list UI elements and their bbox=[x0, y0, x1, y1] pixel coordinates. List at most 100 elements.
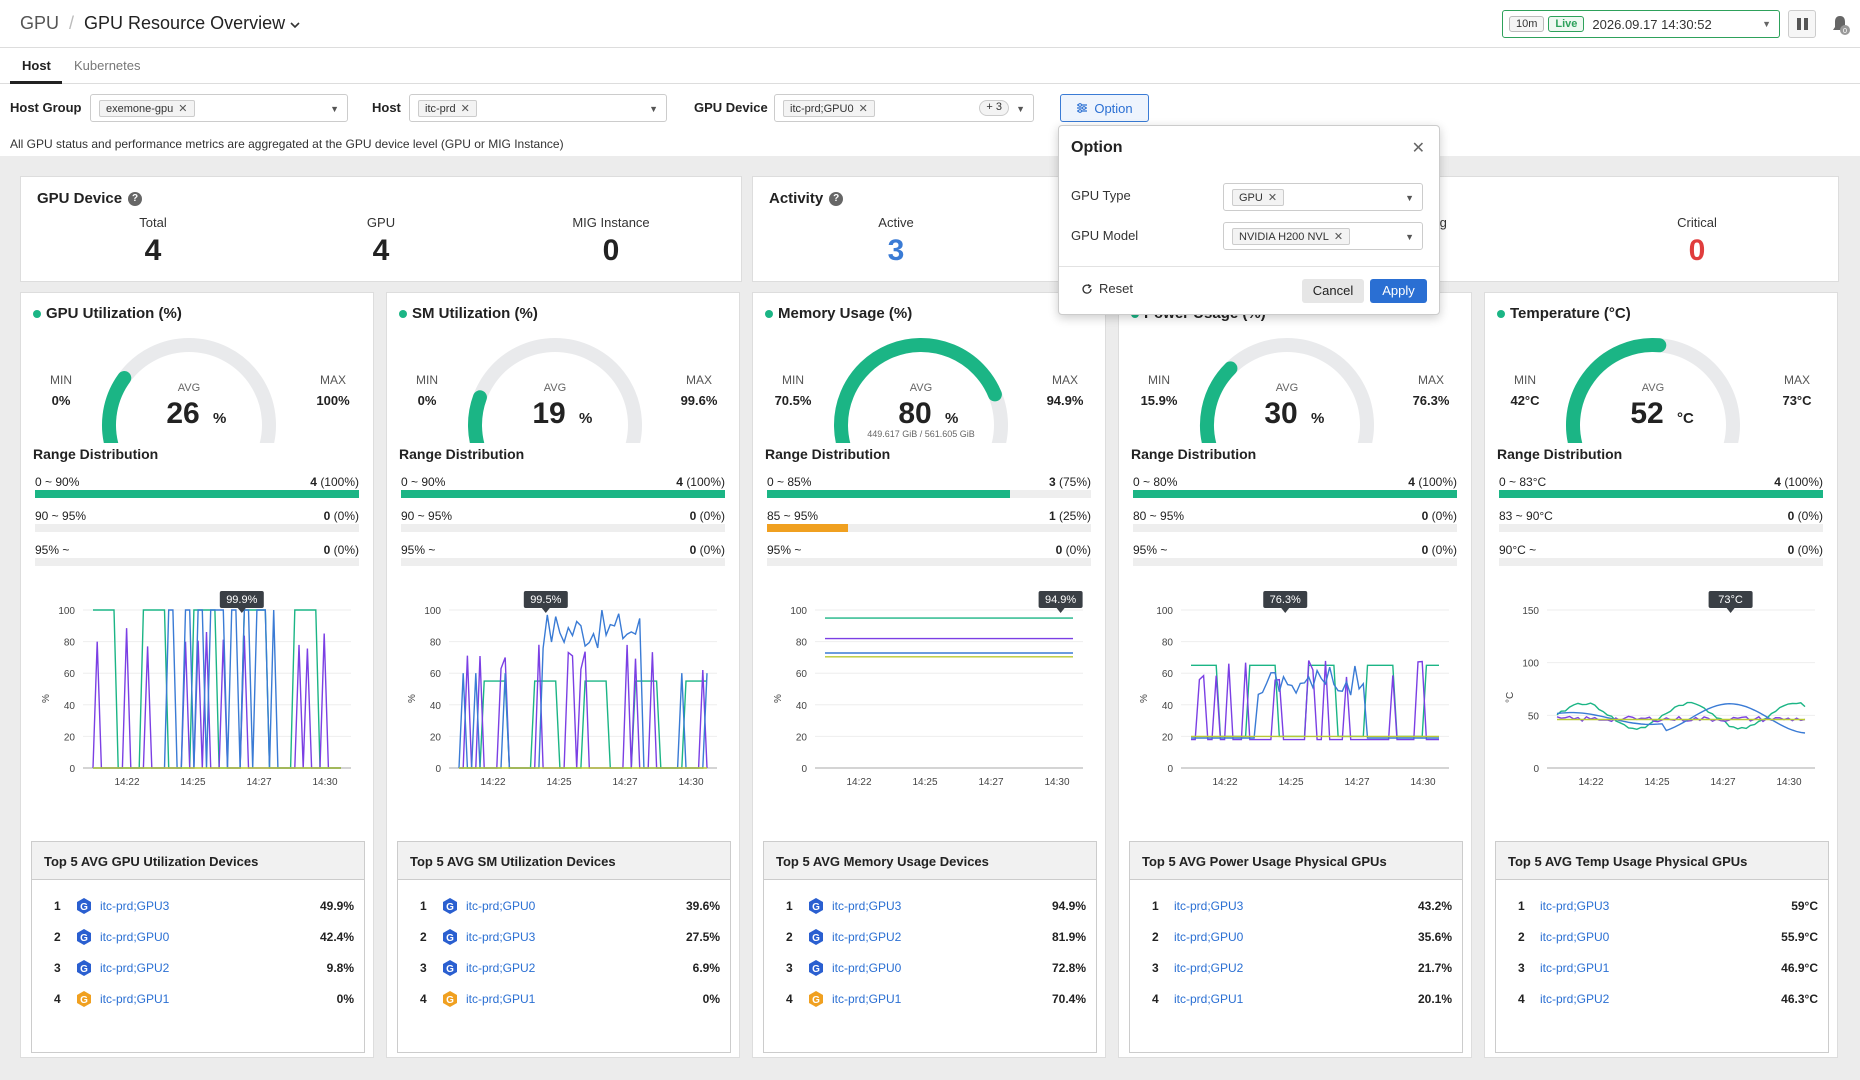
device-link[interactable]: itc-prd;GPU1 bbox=[832, 992, 902, 1006]
device-link[interactable]: itc-prd;GPU0 bbox=[466, 899, 536, 913]
device-link[interactable]: itc-prd;GPU3 bbox=[832, 899, 902, 913]
device-link[interactable]: itc-prd;GPU3 bbox=[100, 899, 170, 913]
device-link[interactable]: itc-prd;GPU2 bbox=[1174, 961, 1244, 975]
help-icon[interactable]: ? bbox=[829, 191, 844, 206]
range-percent: (0%) bbox=[699, 509, 725, 523]
metric-title: Temperature (°C) bbox=[1497, 305, 1631, 322]
device-link[interactable]: itc-prd;GPU1 bbox=[100, 992, 170, 1006]
remove-icon[interactable]: ✕ bbox=[1333, 231, 1344, 243]
gpu-device-select[interactable]: itc-prd;GPU0 ✕ + 3 ▼ bbox=[774, 94, 1034, 122]
close-icon[interactable]: ✕ bbox=[1411, 140, 1425, 157]
device-link[interactable]: itc-prd;GPU3 bbox=[466, 930, 536, 944]
range-label: 80 ~ 95% bbox=[1133, 509, 1185, 523]
remove-icon[interactable]: ✕ bbox=[178, 103, 188, 115]
y-tick-label: 100 bbox=[424, 606, 441, 617]
avg-value: 52 bbox=[1630, 397, 1663, 430]
host-chip: itc-prd ✕ bbox=[418, 100, 477, 117]
device-link[interactable]: itc-prd;GPU0 bbox=[832, 961, 902, 975]
gpu-type-chip: GPU ✕ bbox=[1232, 189, 1285, 206]
host-group-select[interactable]: exemone-gpu ✕ ▼ bbox=[90, 94, 348, 122]
card-title: Activity? bbox=[769, 190, 844, 207]
max-number: 99.6% bbox=[680, 393, 718, 408]
host-group-chip: exemone-gpu ✕ bbox=[99, 100, 195, 117]
device-link[interactable]: itc-prd;GPU3 bbox=[1540, 899, 1610, 913]
option-button[interactable]: Option bbox=[1060, 94, 1149, 122]
help-icon[interactable]: ? bbox=[128, 191, 143, 206]
device-link[interactable]: itc-prd;GPU1 bbox=[466, 992, 536, 1006]
tab-host[interactable]: Host bbox=[22, 58, 51, 73]
table-row[interactable]: 3 itc-prd;GPU1 46.9°C bbox=[1496, 958, 1830, 978]
gpu-hexagon-icon: G bbox=[809, 929, 823, 945]
device-link[interactable]: itc-prd;GPU0 bbox=[1540, 930, 1610, 944]
tooltip-text: 76.3% bbox=[1270, 594, 1301, 606]
table-row[interactable]: 4 itc-prd;GPU2 46.3°C bbox=[1496, 989, 1830, 1009]
rank-number: 4 bbox=[420, 992, 427, 1006]
y-axis-label: % bbox=[773, 694, 784, 703]
table-row[interactable]: 1 itc-prd;GPU3 43.2% bbox=[1130, 896, 1464, 916]
rank-number: 1 bbox=[786, 899, 793, 913]
table-row[interactable]: 3 itc-prd;GPU2 21.7% bbox=[1130, 958, 1464, 978]
device-link[interactable]: itc-prd;GPU1 bbox=[1540, 961, 1610, 975]
device-link[interactable]: itc-prd;GPU2 bbox=[1540, 992, 1610, 1006]
table-row[interactable]: 4 itc-prd;GPU1 20.1% bbox=[1130, 989, 1464, 1009]
range-label: 95% ~ bbox=[767, 543, 802, 557]
gauge-fill bbox=[102, 370, 132, 443]
range-bar-track bbox=[767, 524, 1091, 532]
top5-title: Top 5 AVG Temp Usage Physical GPUs bbox=[1496, 842, 1828, 880]
min-number: 0% bbox=[51, 393, 71, 408]
device-link[interactable]: itc-prd;GPU0 bbox=[100, 930, 170, 944]
chevron-down-icon[interactable] bbox=[290, 21, 300, 29]
device-link[interactable]: itc-prd;GPU2 bbox=[466, 961, 536, 975]
icon-letter: G bbox=[812, 902, 820, 913]
gpu-type-select[interactable]: GPU ✕ ▼ bbox=[1223, 183, 1423, 211]
apply-button[interactable]: Apply bbox=[1370, 279, 1427, 303]
gpu-model-select[interactable]: NVIDIA H200 NVL ✕ ▼ bbox=[1223, 222, 1423, 250]
max-value: MAX 73°C bbox=[1767, 373, 1827, 408]
avg-value: 80 bbox=[898, 397, 931, 430]
device-value: 46.3°C bbox=[1781, 992, 1818, 1006]
remove-icon[interactable]: ✕ bbox=[1267, 192, 1278, 204]
pause-button[interactable] bbox=[1788, 10, 1816, 38]
range-row: 90 ~ 95% 0 (0%) bbox=[35, 509, 359, 537]
bell-icon[interactable]: 0 bbox=[1828, 13, 1852, 37]
host-select[interactable]: itc-prd ✕ ▼ bbox=[409, 94, 667, 122]
device-link[interactable]: itc-prd;GPU1 bbox=[1174, 992, 1244, 1006]
table-row[interactable]: 2 itc-prd;GPU0 35.6% bbox=[1130, 927, 1464, 947]
table-row[interactable]: 2 itc-prd;GPU0 55.9°C bbox=[1496, 927, 1830, 947]
remove-icon[interactable]: ✕ bbox=[460, 103, 470, 115]
y-tick-label: 100 bbox=[1156, 606, 1173, 617]
tab-kubernetes[interactable]: Kubernetes bbox=[74, 58, 141, 73]
remove-icon[interactable]: ✕ bbox=[858, 103, 868, 115]
y-tick-label: 20 bbox=[1162, 732, 1174, 743]
caret-down-icon: ▼ bbox=[1405, 193, 1414, 203]
device-link[interactable]: itc-prd;GPU3 bbox=[1174, 899, 1244, 913]
reset-button[interactable]: Reset bbox=[1081, 281, 1133, 296]
range-distribution-title: Range Distribution bbox=[765, 446, 891, 462]
device-link[interactable]: itc-prd;GPU2 bbox=[100, 961, 170, 975]
memory-capacity: 449.617 GiB / 561.605 GiB bbox=[867, 429, 975, 439]
range-percent: (0%) bbox=[699, 543, 725, 557]
breadcrumb-root[interactable]: GPU bbox=[20, 13, 60, 33]
table-row[interactable]: 1 itc-prd;GPU3 59°C bbox=[1496, 896, 1830, 916]
cancel-button[interactable]: Cancel bbox=[1302, 279, 1364, 303]
page-title[interactable]: GPU Resource Overview bbox=[84, 13, 286, 33]
time-range-picker[interactable]: 10m Live 2026.09.17 14:30:52 ▼ bbox=[1502, 10, 1780, 38]
x-tick-label: 14:25 bbox=[1278, 777, 1303, 788]
device-link[interactable]: itc-prd;GPU0 bbox=[1174, 930, 1244, 944]
device-link[interactable]: itc-prd;GPU2 bbox=[832, 930, 902, 944]
range-percent: (0%) bbox=[1431, 509, 1457, 523]
